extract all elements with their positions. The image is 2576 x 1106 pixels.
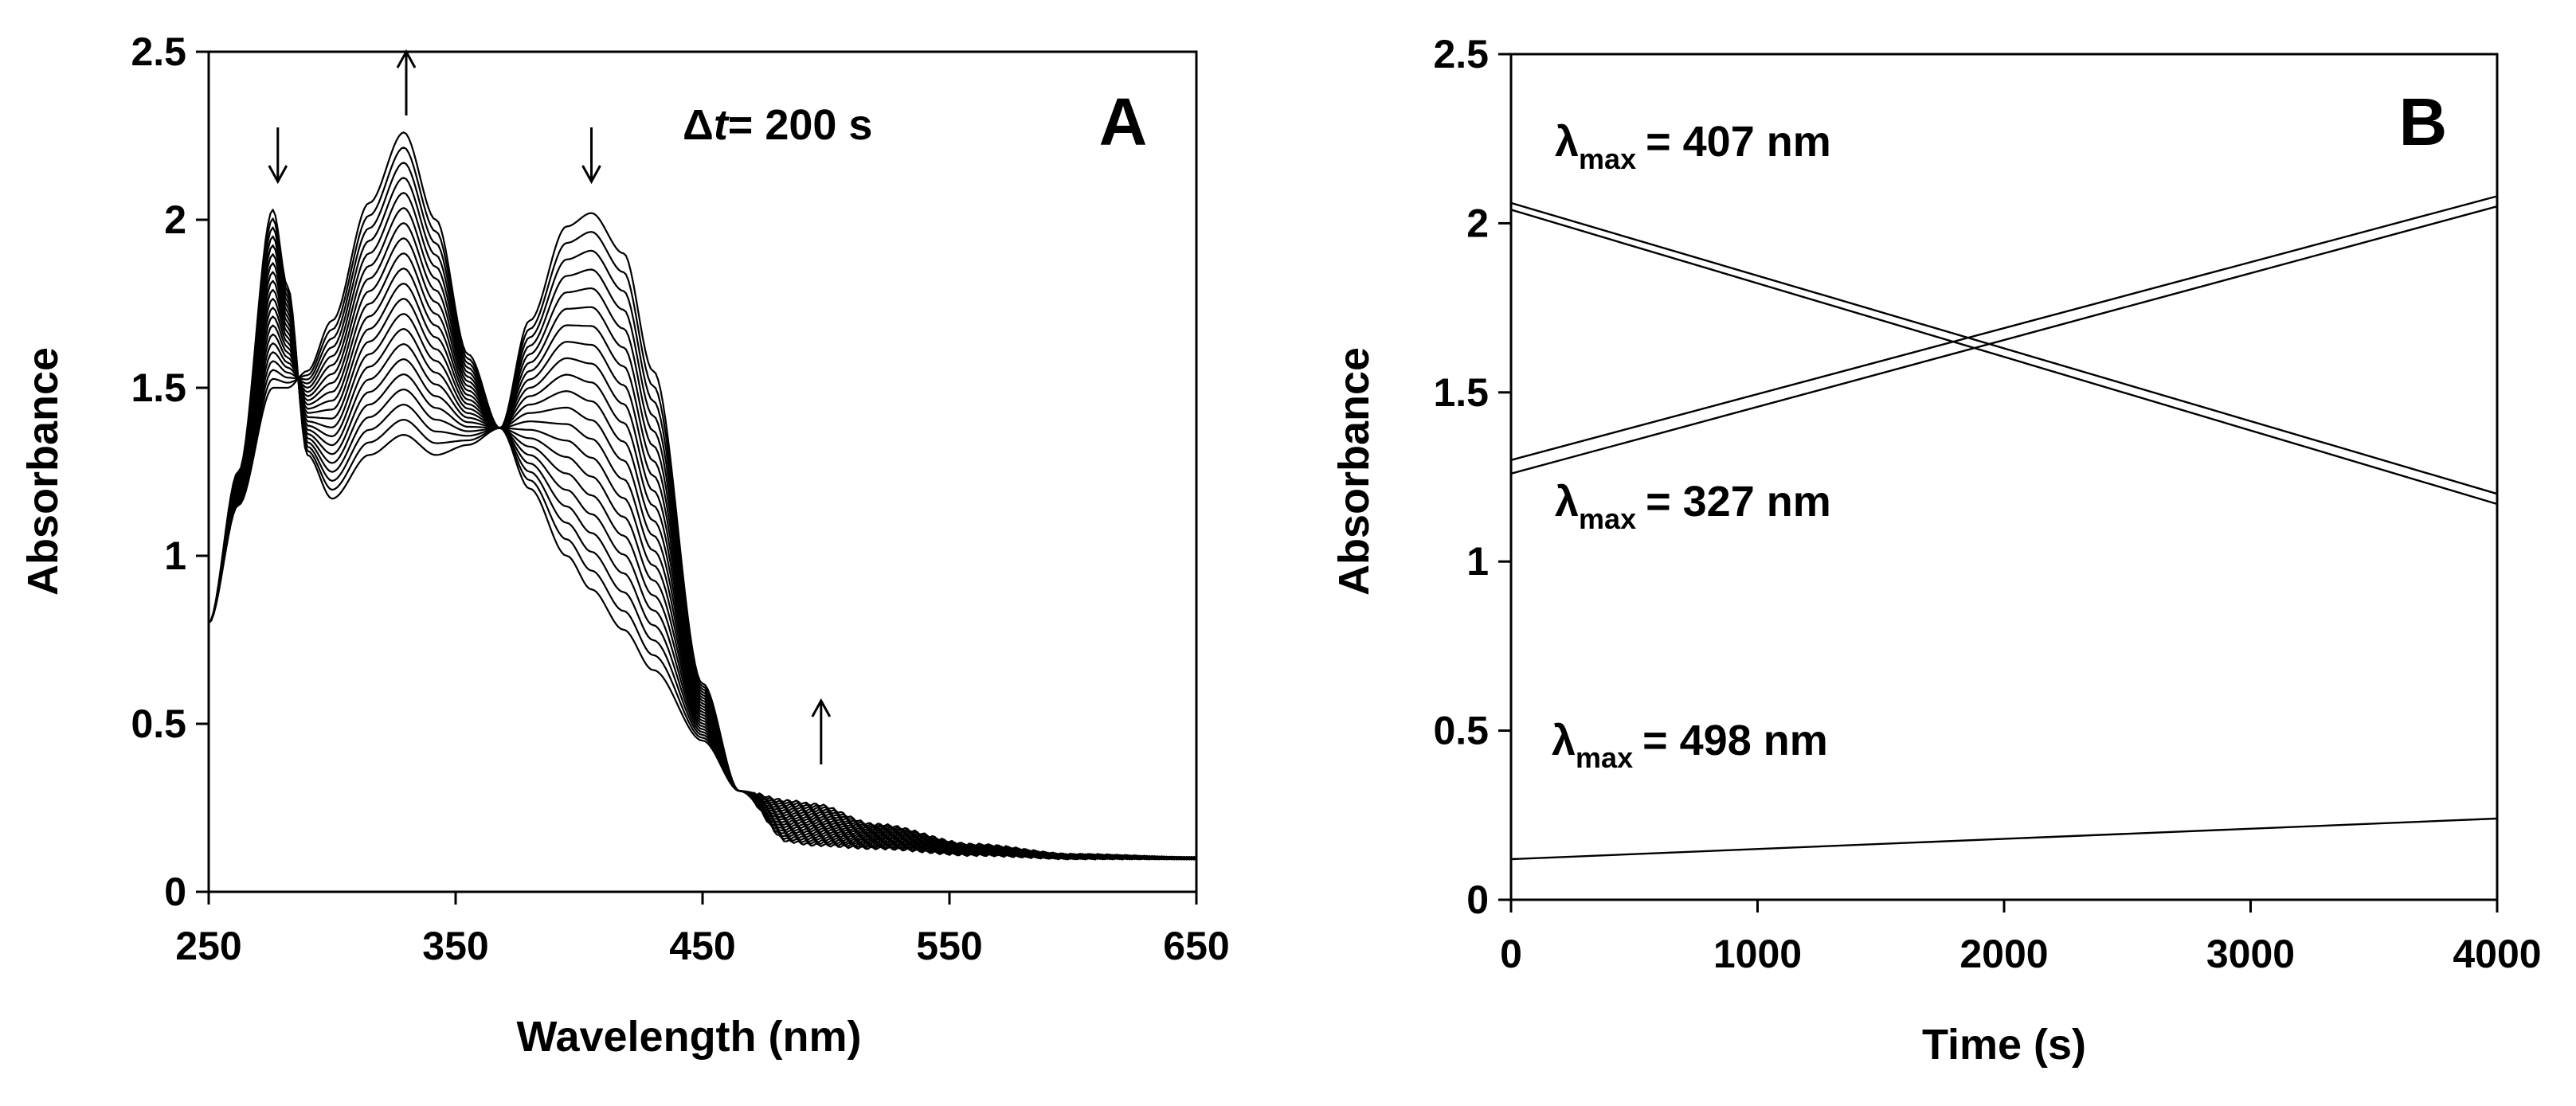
y-tick-label: 0 [164, 870, 186, 914]
label-498nm-text: = 498 nm [1642, 717, 1828, 764]
panel-b-plot-area [1509, 53, 2499, 901]
lambda-symbol: λ [1555, 118, 1579, 166]
spectrum-line [208, 209, 1197, 861]
panel-b-y-axis-title: Absorbance [1330, 347, 1378, 596]
x-tick-label: 2000 [1959, 932, 2048, 976]
arrow-up-head [811, 698, 832, 717]
label-327nm: λmax = 327 nm [1555, 478, 1831, 535]
x-tick-label: 1000 [1713, 932, 1802, 976]
panel-a-y-axis-title: Absorbance [19, 347, 67, 596]
label-327nm-text: = 327 nm [1646, 478, 1831, 526]
panel-a-spectra [208, 131, 1197, 861]
panel-a-plot-area [207, 50, 1198, 893]
x-tick-label: 450 [669, 924, 735, 968]
spectrum-line [208, 279, 1197, 861]
y-tick-label: 0.5 [131, 702, 186, 746]
panel-b-ticks: 0 1000 2000 3000 4000 0 0.5 1 1.5 2 2.5 [1433, 32, 2541, 976]
panel-b-x-axis-title: Time (s) [1922, 1021, 2086, 1069]
lambda-symbol: λ [1555, 478, 1579, 526]
spectrum-line [208, 283, 1197, 861]
panel-a-x-axis-title: Wavelength (nm) [516, 1013, 861, 1061]
spectrum-line [208, 147, 1196, 861]
t-symbol: t [714, 101, 730, 149]
label-498nm: λmax = 498 nm [1552, 717, 1828, 774]
panel-a-delta-t-annotation: Δt= 200 s [683, 101, 872, 149]
panel-b: 0 1000 2000 3000 4000 0 0.5 1 1.5 2 2.5 Time (s) A… [1330, 32, 2542, 1069]
y-tick-label: 1.5 [1433, 370, 1489, 415]
x-tick-label: 4000 [2453, 932, 2541, 976]
spectrum-line [208, 131, 1197, 861]
spectrum-line [208, 252, 1197, 861]
y-tick-label: 1 [1466, 539, 1489, 584]
y-tick-label: 2 [164, 197, 186, 242]
spectrum-line [208, 268, 1197, 861]
lambda-subscript: max [1576, 741, 1633, 774]
label-407nm: λmax = 407 nm [1555, 118, 1831, 175]
arrow-up-head [396, 49, 417, 68]
x-tick-label: 250 [175, 924, 241, 968]
y-tick-label: 2.5 [1433, 32, 1489, 76]
spectrum-line [208, 226, 1197, 861]
panel-a-label: A [1099, 84, 1148, 159]
kinetic-trace [1510, 195, 2498, 461]
lambda-subscript: max [1579, 502, 1636, 535]
spectrum-line [208, 253, 1197, 861]
spectrum-line [208, 222, 1197, 861]
arrow-down-head [581, 165, 601, 185]
y-tick-label: 0.5 [1433, 709, 1489, 753]
x-tick-label: 550 [916, 924, 982, 968]
delta-t-value: = 200 s [728, 101, 873, 149]
spectrum-line [208, 237, 1197, 861]
panel-b-label: B [2399, 84, 2448, 159]
kinetic-trace [1510, 205, 2498, 475]
panel-a-ticks: 250 350 450 550 650 0 0.5 1 1.5 2 2.5 [131, 29, 1229, 968]
kinetic-trace [1510, 209, 2498, 506]
y-tick-label: 0 [1466, 877, 1489, 922]
spectrum-line [208, 235, 1197, 861]
panel-a-arrows [268, 49, 832, 764]
kinetic-trace [1510, 201, 2498, 495]
lambda-symbol: λ [1552, 717, 1576, 764]
y-tick-label: 1 [164, 533, 186, 578]
x-tick-label: 350 [422, 924, 488, 968]
label-407nm-text: = 407 nm [1646, 118, 1831, 166]
lambda-subscript: max [1579, 143, 1636, 175]
spectrum-line [208, 271, 1197, 861]
kinetic-trace [1510, 817, 2498, 861]
delta-symbol: Δ [683, 101, 714, 149]
y-tick-label: 2.5 [131, 29, 186, 74]
arrow-down-head [268, 165, 288, 185]
panel-a: 250 350 450 550 650 0 0.5 1 1.5 2 2.5 Wavelength (… [19, 29, 1230, 1061]
panel-b-traces [1510, 195, 2498, 861]
y-tick-label: 2 [1466, 201, 1489, 245]
y-tick-label: 1.5 [131, 365, 186, 410]
x-tick-label: 650 [1163, 924, 1229, 968]
x-tick-label: 0 [1500, 932, 1522, 976]
x-tick-label: 3000 [2206, 932, 2295, 976]
